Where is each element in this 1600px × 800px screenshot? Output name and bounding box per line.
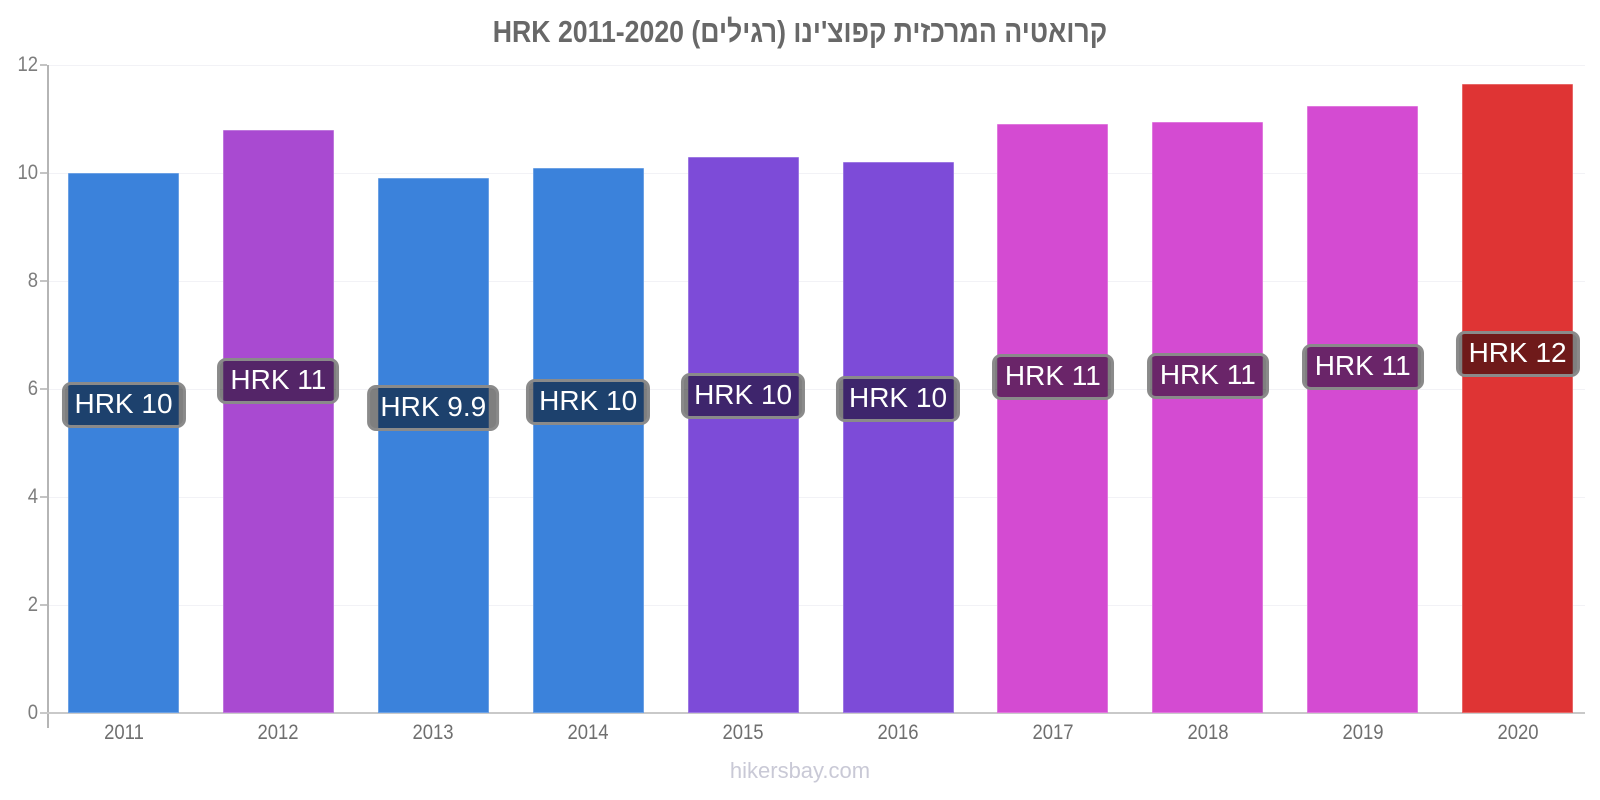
bar-value-label-2015: HRK 10 bbox=[681, 372, 806, 419]
gridline-y2 bbox=[48, 605, 1585, 606]
x-axis-label-2014: 2014 bbox=[567, 721, 609, 744]
bar-value-label-2016: HRK 10 bbox=[835, 376, 961, 423]
gridline-y8 bbox=[48, 281, 1585, 282]
y-axis-tick-12 bbox=[40, 64, 47, 66]
bar-2015[interactable] bbox=[687, 156, 799, 713]
bar-value-label-2017: HRK 11 bbox=[991, 354, 1114, 401]
y-axis-tick-4 bbox=[40, 496, 47, 498]
y-axis-label-4: 4 bbox=[27, 485, 38, 508]
bar-2020[interactable] bbox=[1462, 83, 1574, 713]
y-axis-tick-10 bbox=[40, 172, 47, 174]
gridline-y4 bbox=[48, 497, 1585, 498]
bar-2019[interactable] bbox=[1307, 105, 1419, 713]
bar-2018[interactable] bbox=[1152, 121, 1264, 713]
y-axis-label-8: 8 bbox=[27, 269, 38, 292]
gridline-y10 bbox=[48, 173, 1585, 174]
bar-2012[interactable] bbox=[222, 129, 334, 713]
x-axis-label-2012: 2012 bbox=[257, 721, 299, 744]
gridline-y12 bbox=[48, 65, 1585, 66]
bar-2014[interactable] bbox=[532, 167, 644, 713]
watermark-hikersbay: hikersbay.com bbox=[729, 758, 871, 783]
x-axis-label-2017: 2017 bbox=[1032, 721, 1074, 744]
x-axis-line bbox=[40, 712, 1585, 714]
bar-value-label-2014: HRK 10 bbox=[526, 379, 651, 426]
bar-value-label-2011: HRK 10 bbox=[61, 382, 186, 429]
bar-2011[interactable] bbox=[68, 173, 179, 713]
y-axis-label-6: 6 bbox=[27, 377, 38, 400]
y-axis-tick-6 bbox=[40, 388, 47, 390]
y-axis-line bbox=[47, 65, 49, 728]
gridline-y6 bbox=[48, 389, 1585, 390]
x-axis-label-2019: 2019 bbox=[1342, 721, 1384, 744]
y-axis-label-12: 12 bbox=[17, 53, 38, 76]
bar-value-label-2019: HRK 11 bbox=[1301, 343, 1424, 390]
x-axis-label-2020: 2020 bbox=[1497, 721, 1539, 744]
bar-2016[interactable] bbox=[842, 162, 954, 713]
bar-2017[interactable] bbox=[997, 124, 1109, 713]
chart-title: קרואטיה המרכזית קפוצ'ינו (רגילים) HRK 20… bbox=[492, 14, 1108, 49]
bar-value-label-2013: HRK 9.9 bbox=[367, 385, 500, 432]
y-axis-tick-8 bbox=[40, 280, 47, 282]
y-axis-label-2: 2 bbox=[27, 593, 38, 616]
y-axis-label-10: 10 bbox=[17, 161, 38, 184]
x-axis-label-2013: 2013 bbox=[412, 721, 454, 744]
bar-2013[interactable] bbox=[377, 178, 489, 713]
y-axis-label-0: 0 bbox=[27, 701, 38, 724]
x-axis-label-2016: 2016 bbox=[877, 721, 919, 744]
x-axis-label-2018: 2018 bbox=[1187, 721, 1229, 744]
x-axis-label-2011: 2011 bbox=[103, 721, 144, 744]
y-axis-tick-2 bbox=[40, 604, 47, 606]
x-axis-label-2015: 2015 bbox=[722, 721, 764, 744]
bar-value-label-2020: HRK 12 bbox=[1455, 331, 1580, 378]
bar-value-label-2018: HRK 11 bbox=[1146, 352, 1269, 399]
bar-value-label-2012: HRK 11 bbox=[217, 357, 340, 404]
